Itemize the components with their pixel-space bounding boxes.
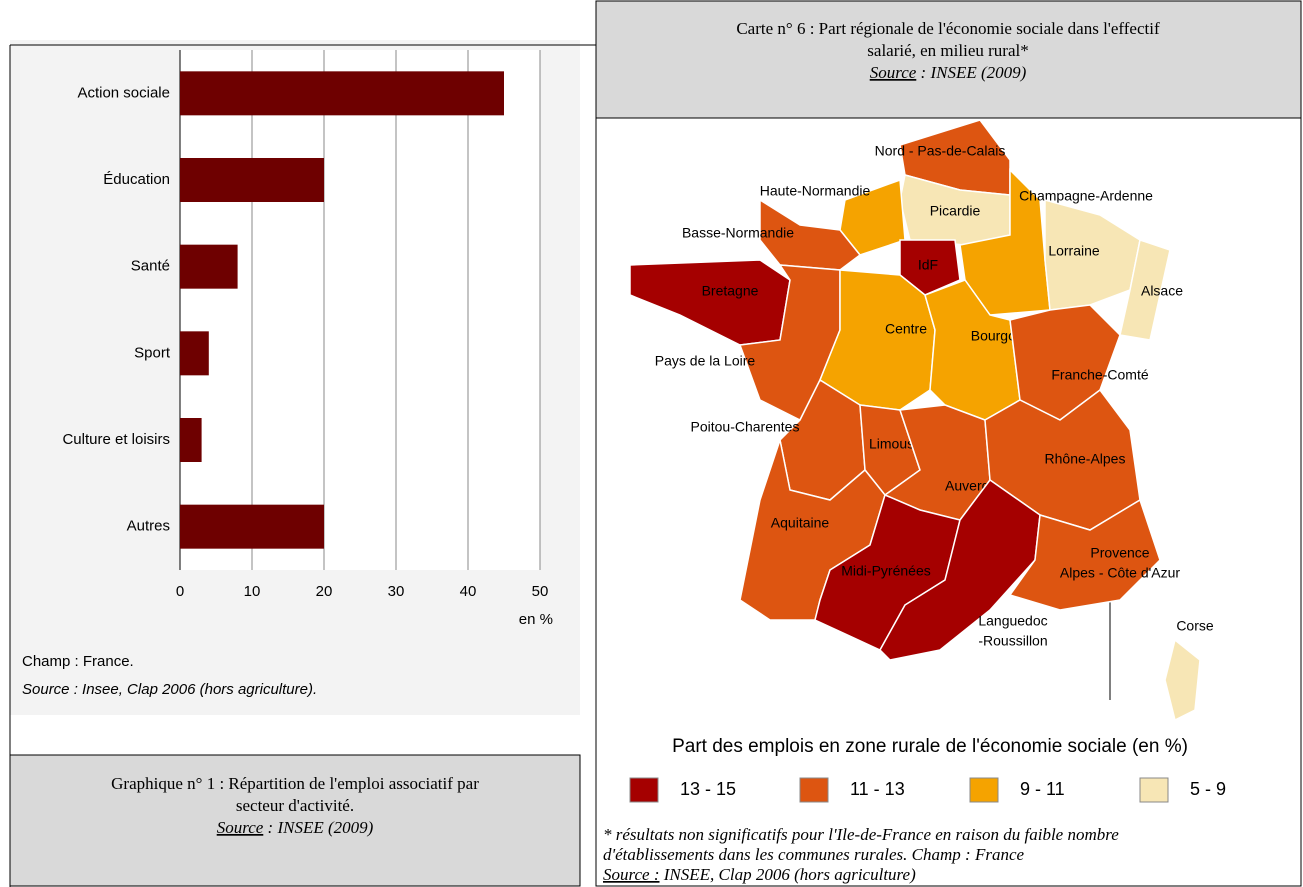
x-tick-label: 0 [176,583,184,600]
source-text: : INSEE (2009) [916,63,1026,82]
y-tick-label: Sport [134,344,171,361]
region-label: Centre [885,321,927,337]
plot-area [180,50,540,570]
region [1119,239,1171,341]
bar [180,418,202,462]
region-label: Champagne-Ardenne [1019,188,1153,204]
region [1008,498,1161,611]
region [819,269,936,411]
region-label: Pays de la Loire [655,353,756,369]
region-label: Alsace [1141,283,1183,299]
legend-swatch [799,777,829,803]
caption-title: salarié, en milieu rural* [867,41,1028,60]
legend-label: 9 - 11 [1020,779,1065,799]
x-axis-label: en % [519,611,553,628]
region [899,239,961,296]
region-label: Picardie [930,203,981,219]
legend-swatch [629,777,659,803]
bar [180,504,324,549]
chart-note: Source : Insee, Clap 2006 (hors agricult… [22,681,317,698]
region-label: Lorraine [1048,243,1100,259]
caption-title: secteur d'activité. [236,796,354,815]
bar [180,158,324,202]
y-tick-label: Éducation [103,171,170,188]
source-label: Source [870,63,917,82]
legend-label: 11 - 13 [850,779,905,799]
y-tick-label: Culture et loisirs [62,431,170,448]
region-label: Provence [1090,545,1149,561]
bar [180,331,209,376]
map-caption-box [595,0,1302,119]
region-label: Basse-Normandie [682,225,794,241]
bar [180,71,504,116]
region [1044,199,1141,311]
region [759,198,862,271]
region-label: Franche-Comté [1051,367,1148,383]
region-label: -Roussillon [978,633,1047,649]
caption-source: Source : INSEE (2009) [870,63,1027,82]
region-label: Bretagne [702,283,759,299]
region-label: Haute-Normandie [760,183,871,199]
footnote-source: Source : INSEE, Clap 2006 (hors agricult… [603,865,916,884]
x-tick-label: 50 [532,583,549,600]
caption-title: Carte n° 6 : Part régionale de l'économi… [736,19,1160,38]
y-tick-label: Action sociale [77,84,170,101]
footnote: * résultats non significatifs pour l'Ile… [603,825,1119,844]
caption-title: Graphique n° 1 : Répartition de l'emploi… [111,774,479,793]
region [879,478,1041,661]
region-label: Corse [1176,618,1214,634]
chart-caption-box [9,754,581,887]
region [1164,638,1201,722]
map: Nord - Pas-de-Calais Picardie Haute-Norman… [629,119,1214,722]
region-label: Languedoc [978,613,1047,629]
source-label: Source [217,818,264,837]
region-label: Poitou-Charentes [691,419,800,435]
x-tick-label: 30 [388,583,405,600]
y-tick-label: Santé [131,258,170,275]
legend-title: Part des emplois en zone rurale de l'éco… [672,736,1188,757]
source-text: INSEE, Clap 2006 (hors agriculture) [660,865,917,884]
legend-swatch [1139,777,1169,803]
x-tick-label: 40 [460,583,477,600]
caption-source: Source : INSEE (2009) [217,818,374,837]
footnote: d'établissements dans les communes rural… [603,845,1024,864]
region-label: Alpes - Côte d'Azur [1060,565,1181,581]
region [839,178,906,256]
x-tick-label: 10 [244,583,261,600]
source-text: : INSEE (2009) [263,818,373,837]
legend-label: 5 - 9 [1190,779,1226,799]
region-label: IdF [918,257,938,273]
x-tick-label: 20 [316,583,333,600]
legend-swatch [969,777,999,803]
region-label: Midi-Pyrénées [841,563,930,579]
region-label: Rhône-Alpes [1045,451,1126,467]
chart-note: Champ : France. [22,653,134,670]
region-label: Aquitaine [771,515,830,531]
bar [180,244,238,289]
y-tick-label: Autres [127,518,170,535]
legend-label: 13 - 15 [680,779,736,799]
region-label: Nord - Pas-de-Calais [875,143,1006,159]
source-label: Source : [603,865,660,884]
